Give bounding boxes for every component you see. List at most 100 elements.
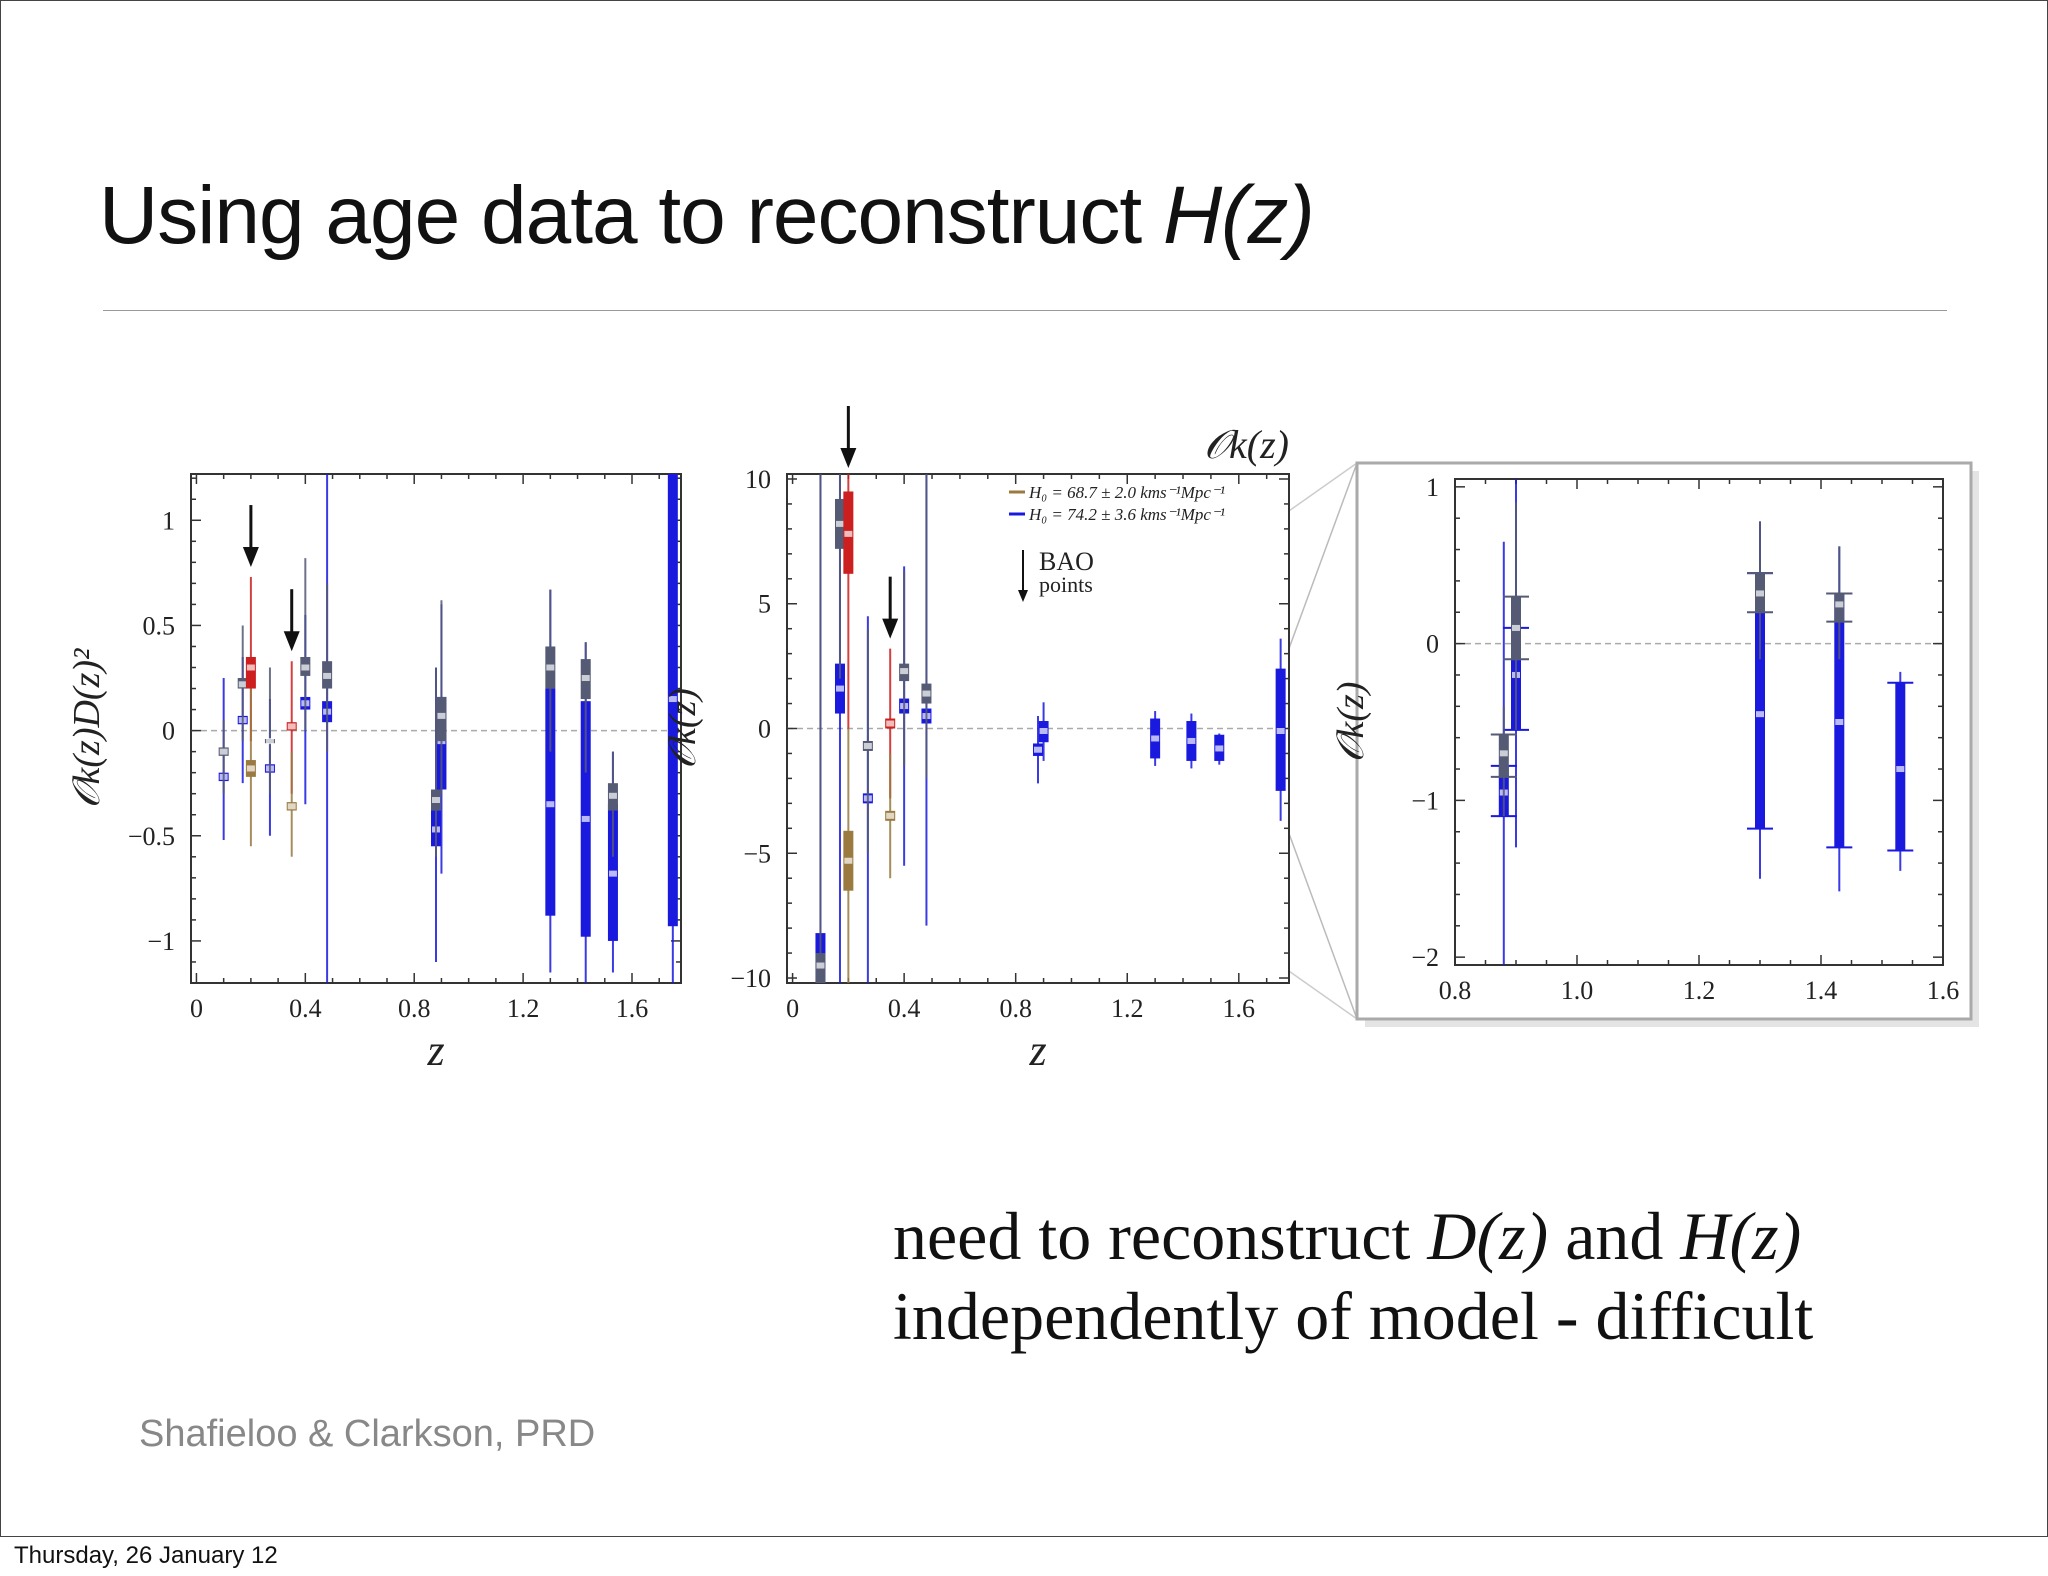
chart-left: 0 0.4 0.8 1.2 1.6 −1 −0.5 0 0.5 1 z 𝒪k(z)D(z)² [66,473,682,1075]
data-point [323,672,332,679]
data-point [287,803,296,810]
data-point [287,723,296,730]
data-point [581,675,590,682]
data-point [844,857,853,864]
x-tick-label: 1.2 [1111,994,1144,1023]
data-point [1276,727,1285,734]
x-tick-label: 0.8 [398,994,431,1023]
data-point [608,792,617,799]
data-point [265,738,274,745]
data-point [301,664,310,671]
x-tick-label: 1.6 [1927,976,1960,1005]
data-point [835,685,844,692]
x-tick-label: 0.8 [1439,976,1472,1005]
data-point [1151,735,1160,742]
data-point [1756,590,1764,597]
data-point [1215,745,1224,752]
x-tick-label: 1.0 [1561,976,1594,1005]
x-tick-label: 0 [786,994,799,1023]
data-point [1835,719,1844,725]
body-line-1: need to reconstruct D(z) and H(z) [893,1196,1813,1276]
data-point [1835,601,1844,608]
title-plain: Using age data to reconstruct [99,170,1163,261]
data-point [886,720,895,727]
bao-arrow-head [882,618,899,639]
data-point [668,696,677,703]
x-tick-label: 0 [190,994,203,1023]
y-tick-label: 1 [1426,473,1439,502]
legend-arrow-head [1018,590,1028,602]
data-point [1499,750,1508,757]
data-point [246,765,255,772]
y-tick-label: −10 [730,964,771,993]
x-tick-label: 1.4 [1805,976,1838,1005]
data-point [863,742,872,749]
data-point [608,870,617,877]
bao-arrow-head [242,547,259,568]
x-tick-label: 1.2 [1683,976,1716,1005]
data-point [238,681,247,688]
body-line-2: independently of model - difficult [893,1278,1814,1354]
x-tick-label: 0.4 [888,994,921,1023]
y-tick-label: 5 [758,590,771,619]
x-axis-label: z [1028,1026,1046,1075]
x-tick-label: 0.8 [999,994,1032,1023]
y-tick-label: 0.5 [143,611,176,640]
data-point [816,962,825,969]
data-point [886,812,895,819]
data-point [1187,737,1196,744]
chart-title: 𝒪k(z) [1204,422,1289,467]
data-point [1756,711,1764,718]
data-point [1896,766,1905,773]
data-point [546,801,555,808]
title-divider [103,310,1947,311]
body-line-1-d: H(z) [1680,1198,1802,1274]
y-tick-label: −1 [147,927,175,956]
x-tick-label: 0.4 [289,994,322,1023]
legend-entry: H₀ = 74.2 ± 3.6 kms⁻¹Mpc⁻¹ [1028,505,1225,524]
chart-middle: 0 0.4 0.8 1.2 1.6 −10 −5 0 5 10 z 𝒪k(z) 𝒪k(z) H₀ = 68… [662,406,1290,1075]
x-axis-label: z [426,1026,444,1075]
y-tick-label: −1 [1411,786,1439,815]
x-tick-label: 1.2 [507,994,540,1023]
data-point [437,712,446,719]
chart-right: 0.8 1.0 1.2 1.4 1.6 −2 −1 0 1 𝒪k(z) [1330,473,1959,1005]
body-text: need to reconstruct D(z) and H(z) indepe… [893,1196,1813,1356]
y-tick-label: −0.5 [128,822,175,851]
data-point [432,797,440,804]
plot-frame [1454,478,1944,966]
data-point [546,664,555,671]
data-point [1039,727,1048,734]
data-point [1034,746,1042,753]
title-italic: H(z) [1162,170,1315,261]
legend-arrow-label: BAO [1039,547,1094,576]
body-line-1-a: need to reconstruct [893,1198,1428,1274]
error-bar-inner [1755,573,1765,829]
y-tick-label: 1 [162,506,175,535]
error-bar-inner [436,696,447,742]
error-bar-inner [245,656,256,689]
y-axis-label: 𝒪k(z) [662,688,704,769]
data-point [844,530,853,537]
x-tick-label: 1.6 [616,994,649,1023]
y-tick-label: 0 [758,715,771,744]
y-tick-label: 10 [745,465,771,494]
x-tick-label: 1.6 [1223,994,1256,1023]
slide: Using age data to reconstruct H(z) 0 0.4 0… [0,0,2048,1537]
y-tick-label: 0 [1426,630,1439,659]
legend-arrow-sublabel: points [1039,572,1093,597]
data-point [1512,624,1520,631]
y-axis-label: 𝒪k(z) [1330,682,1372,763]
legend-entry: H₀ = 68.7 ± 2.0 kms⁻¹Mpc⁻¹ [1028,483,1225,502]
data-point [581,815,590,822]
data-point [246,664,255,671]
bao-arrow-head [283,631,300,652]
error-bar-inner [1834,593,1845,622]
body-line-1-c: and [1548,1198,1681,1274]
y-tick-label: 0 [162,717,175,746]
body-line-1-b: D(z) [1427,1198,1549,1274]
data-point [900,668,909,675]
y-tick-label: −5 [743,839,771,868]
y-axis-label: 𝒪k(z)D(z)² [66,648,108,808]
